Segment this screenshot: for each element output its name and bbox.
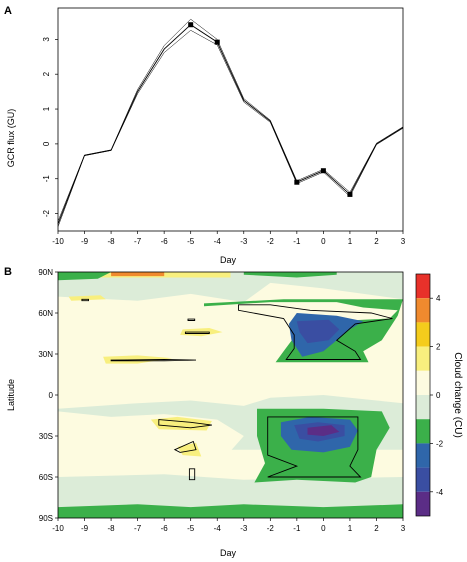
panel-a-x-tick-label: -10 xyxy=(52,237,64,246)
panel-a-xlabel: Day xyxy=(220,255,237,265)
panel-a-marker xyxy=(294,179,300,185)
panel-b-y-tick-label: 60N xyxy=(38,309,53,318)
panel-b-significance-contour xyxy=(173,440,197,453)
panel-b-y-tick-label: 90N xyxy=(38,268,53,277)
panel-b-contour-region xyxy=(68,295,106,301)
colorbar-swatch xyxy=(416,491,430,516)
panel-b-x-tick-label: -3 xyxy=(240,524,248,533)
colorbar-swatch xyxy=(416,467,430,492)
panel-b-label: B xyxy=(4,266,12,278)
panel-a-x-tick-label: -8 xyxy=(108,237,116,246)
panel-b-contour-region xyxy=(58,411,244,469)
panel-b-x-tick-label: -1 xyxy=(293,524,301,533)
panel-a-y-tick-label: -1 xyxy=(42,175,51,183)
panel-a-x-tick-label: -6 xyxy=(161,237,169,246)
panel-a-y-tick-label: 2 xyxy=(42,71,51,76)
panel-b-x-tick-label: -8 xyxy=(108,524,116,533)
panel-a-marker xyxy=(214,39,220,45)
panel-a-x-tick-label: 2 xyxy=(374,237,379,246)
panel-b-x-tick-label: 0 xyxy=(321,524,326,533)
colorbar-swatch xyxy=(416,274,430,299)
panel-b-contour-region xyxy=(58,272,403,303)
panel-b-significance-contour xyxy=(267,416,362,478)
panel-a-y-tick-label: -2 xyxy=(42,209,51,217)
colorbar-tick-label: 4 xyxy=(436,294,441,303)
panel-b-contour-region xyxy=(58,356,244,393)
colorbar-swatch xyxy=(416,346,430,371)
panel-b-significance-contour xyxy=(187,318,196,321)
panel-a-x-tick-label: -7 xyxy=(134,237,142,246)
colorbar-swatch xyxy=(416,443,430,468)
panel-a-ylabel: GCR flux (GU) xyxy=(6,109,16,168)
panel-b-significance-contour xyxy=(81,298,89,302)
panel-b-x-tick-label: -4 xyxy=(214,524,222,533)
panel-b-contour-region xyxy=(111,272,165,277)
panel-a-x-tick-label: -9 xyxy=(81,237,89,246)
panel-b-y-tick-label: 30N xyxy=(38,350,53,359)
panel-b-x-tick-label: 2 xyxy=(374,524,379,533)
panel-b-significance-contour xyxy=(110,359,197,362)
colorbar-tick-label: 2 xyxy=(436,343,441,352)
panel-b-contour-region xyxy=(58,302,244,354)
panel-a-series-line xyxy=(57,29,404,227)
panel-b-contour-region xyxy=(243,272,337,278)
colorbar-tick-label: -4 xyxy=(436,488,444,497)
panel-b-y-tick-label: 0 xyxy=(49,391,54,400)
panel-b-x-tick-label: -10 xyxy=(52,524,64,533)
panel-a-x-tick-label: -5 xyxy=(187,237,195,246)
panel-b-field xyxy=(58,272,403,518)
panel-b-xlabel: Day xyxy=(220,548,237,558)
panel-b-y-tick-label: 90S xyxy=(39,514,53,523)
panel-b-plot-area: -10 -9 -8 -7 -6 -5 -4 -3 -2 -1 0 1 2 390N60N30N030S60… xyxy=(38,268,405,533)
panel-b-contour-region xyxy=(58,272,112,281)
panel-a-x-tick-label: 0 xyxy=(321,237,326,246)
colorbar-swatch xyxy=(416,370,430,395)
panel-a-series-line xyxy=(57,18,404,222)
panel-a-series-line xyxy=(57,24,404,225)
panel-a-marker xyxy=(188,22,194,28)
panel-b: B -10 -9 -8 -7 -6 -5 -4 -3 -2 -1 0 1 2 390N60N30N030S… xyxy=(4,266,463,558)
panel-b-significance-contour xyxy=(188,468,196,481)
panel-a-marker xyxy=(347,191,353,197)
colorbar-tick-label: 0 xyxy=(436,391,441,400)
panel-a-marker xyxy=(320,168,326,174)
panel-b-x-tick-label: 3 xyxy=(401,524,406,533)
panel-a-x-tick-label: 1 xyxy=(348,237,353,246)
panel-b-significance-contour xyxy=(158,419,212,429)
panel-b-x-tick-label: 1 xyxy=(348,524,353,533)
panel-a-y-tick-label: 0 xyxy=(42,141,51,146)
panel-b-x-tick-label: -5 xyxy=(187,524,195,533)
panel-b-significance-contour xyxy=(238,304,393,360)
colorbar: 4 2 0 -2 -4 xyxy=(415,273,444,517)
panel-a-y-tick-label: 1 xyxy=(42,106,51,111)
panel-b-y-tick-label: 60S xyxy=(39,473,53,482)
colorbar-swatch xyxy=(416,419,430,444)
panel-b-significance-contour xyxy=(184,331,210,334)
colorbar-label: Cloud change (CU) xyxy=(452,352,463,438)
panel-b-contour-region xyxy=(58,504,403,518)
panel-a-x-tick-label: -3 xyxy=(240,237,248,246)
panel-a-x-tick-label: -1 xyxy=(293,237,301,246)
panel-a-frame xyxy=(57,7,404,232)
colorbar-tick-label: -2 xyxy=(436,439,444,448)
colorbar-swatch xyxy=(416,395,430,420)
panel-b-x-tick-label: -2 xyxy=(267,524,275,533)
colorbar-swatch xyxy=(416,298,430,323)
panel-b-x-tick-label: -9 xyxy=(81,524,89,533)
panel-a-y-tick-label: 3 xyxy=(42,37,51,42)
panel-a-label: A xyxy=(4,5,12,17)
panel-b-x-tick-label: -6 xyxy=(161,524,169,533)
panel-b-x-tick-label: -7 xyxy=(134,524,142,533)
panel-b-contour-region xyxy=(296,319,340,344)
colorbar-swatch xyxy=(416,322,430,347)
panel-b-y-tick-label: 30S xyxy=(39,432,53,441)
panel-a-x-tick-label: 3 xyxy=(401,237,406,246)
panel-a-x-tick-label: -2 xyxy=(267,237,275,246)
panel-b-ylabel: Latitude xyxy=(6,379,16,411)
panel-b-contour-region xyxy=(307,425,340,436)
panel-a-x-tick-label: -4 xyxy=(214,237,222,246)
